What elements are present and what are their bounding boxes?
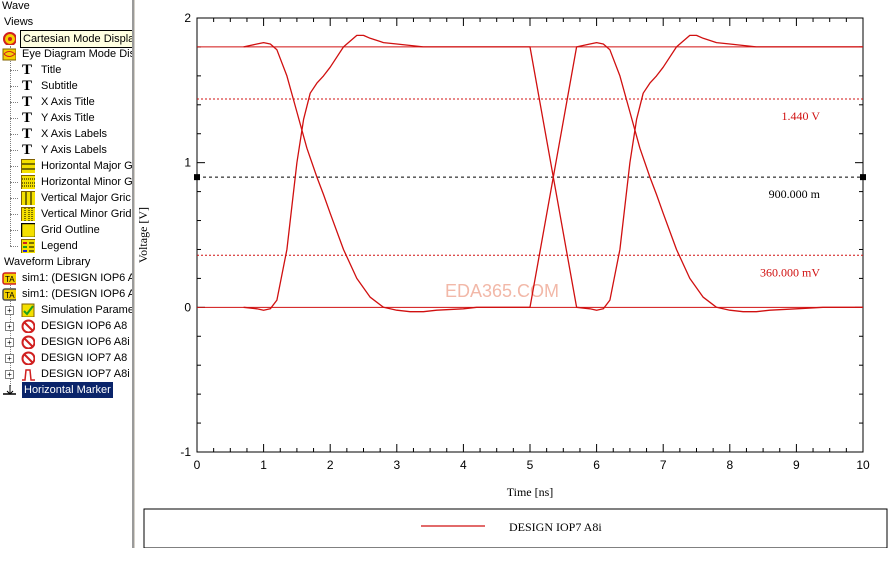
x-tick-label: 10 <box>856 458 870 472</box>
tree-item-label: Vertical Minor Grid <box>41 208 132 220</box>
tree-item-label: Y Axis Title <box>41 112 95 124</box>
tree-item-label: Horizontal Marker <box>22 382 113 398</box>
tree-item-label: DESIGN IOP6 A8i <box>41 336 130 348</box>
x-tick-label: 6 <box>593 458 600 472</box>
eye-diagram-icon <box>2 48 16 61</box>
text-icon: T <box>22 142 33 158</box>
tree-item-label: Subtitle <box>41 80 78 92</box>
expand-icon[interactable]: + <box>5 338 14 347</box>
tree-connector <box>10 276 11 386</box>
tree-item-label: Vertical Major Gric <box>41 192 131 204</box>
marker-value-label: 900.000 m <box>769 187 821 201</box>
simulation-icon: TA <box>2 272 16 285</box>
y-tick-label: -1 <box>180 445 191 459</box>
expand-icon[interactable]: + <box>5 322 14 331</box>
tree-item-label: DESIGN IOP7 A8 <box>41 352 128 364</box>
text-icon: T <box>22 78 33 94</box>
grid-icon <box>21 175 35 189</box>
expand-icon[interactable]: + <box>5 354 14 363</box>
x-tick-label: 1 <box>260 458 267 472</box>
horizontal-markers[interactable]: 1.440 V 900.000 m 360.000 mV <box>194 98 866 279</box>
tree-item-label: DESIGN IOP6 A8 <box>41 320 128 332</box>
simulation-icon: TA <box>2 288 16 301</box>
y-axis-title: Voltage [V] <box>136 207 150 263</box>
grid-icon <box>21 207 35 221</box>
x-tick-label: 8 <box>726 458 733 472</box>
hidden-waveform-icon <box>21 335 35 349</box>
legend-series-label: DESIGN IOP7 A8i <box>509 520 602 534</box>
tree-item-label: Grid Outline <box>41 224 100 236</box>
tree-item-label: X Axis Title <box>41 96 95 108</box>
tree-panel[interactable]: Wave Views Cartesian Mode Display Eye Di… <box>0 0 132 548</box>
series-line[interactable] <box>243 34 863 311</box>
parameters-icon <box>21 303 35 317</box>
expand-icon[interactable]: + <box>5 306 14 315</box>
text-icon: T <box>22 110 33 126</box>
y-tick-label: 0 <box>184 300 191 314</box>
hidden-waveform-icon <box>21 351 35 365</box>
grid-icon <box>21 191 35 205</box>
grid-outline-icon <box>21 223 35 237</box>
tree-views-label: Views <box>4 16 34 28</box>
x-tick-label: 7 <box>660 458 667 472</box>
tree-library-label: Waveform Library <box>4 256 91 268</box>
tree-root-label: Wave <box>2 0 30 12</box>
expand-icon[interactable]: + <box>5 370 14 379</box>
hidden-waveform-icon <box>21 319 35 333</box>
panel-splitter-highlight <box>134 0 135 548</box>
tree-item-label: Cartesian Mode Display <box>20 30 132 48</box>
tree-item-label: DESIGN IOP7 A8i <box>41 368 130 380</box>
series-line[interactable] <box>243 41 863 313</box>
text-icon: T <box>22 62 33 78</box>
tree-connector <box>10 46 11 246</box>
tree-item-label: Y Axis Labels <box>41 144 107 156</box>
tree-item-label: sim1: (DESIGN IOP6 A <box>22 288 132 300</box>
plot-area[interactable]: 0 1 2 3 4 5 6 7 8 9 10 2 1 0 -1 1.440 V 900.000 m 360.00… <box>135 0 888 549</box>
plot-frame <box>196 17 864 453</box>
tree-item-label: sim1: (DESIGN IOP6 A <box>22 272 132 284</box>
marker-handle-right[interactable] <box>860 174 866 181</box>
tree-item-label: Simulation Parame <box>41 304 132 316</box>
tree-item-label: Title <box>41 64 62 76</box>
x-axis-title: Time [ns] <box>507 485 554 499</box>
cartesian-icon <box>3 32 16 45</box>
y-tick-label: 2 <box>184 11 191 25</box>
svg-text:TA: TA <box>5 275 15 284</box>
horizontal-marker-icon <box>3 385 16 395</box>
x-tick-label: 5 <box>527 458 534 472</box>
marker-value-label: 360.000 mV <box>760 265 820 279</box>
waveform-traces[interactable] <box>197 34 863 313</box>
tree-item-label: Legend <box>41 240 78 252</box>
tree-item-label: Horizontal Minor G <box>41 176 132 188</box>
marker-handle-left[interactable] <box>194 174 200 181</box>
x-tick-label: 2 <box>327 458 334 472</box>
x-tick-label: 9 <box>793 458 800 472</box>
tree-item-label: Horizontal Major G <box>41 160 132 172</box>
waveform-icon <box>22 369 35 381</box>
legend-icon <box>21 239 35 253</box>
tree-item-label: X Axis Labels <box>41 128 108 140</box>
watermark-text: EDA365.COM <box>445 281 559 301</box>
legend-box[interactable] <box>143 508 888 549</box>
y-tick-label: 1 <box>184 156 191 170</box>
text-icon: T <box>22 126 33 142</box>
svg-text:TA: TA <box>5 291 15 300</box>
panel-splitter[interactable] <box>132 0 134 548</box>
tree-item-label: Eye Diagram Mode Dis <box>22 48 132 60</box>
marker-value-label: 1.440 V <box>782 109 821 123</box>
bottom-strip <box>0 548 888 580</box>
text-icon: T <box>22 94 33 110</box>
grid-icon <box>21 159 35 173</box>
x-tick-label: 4 <box>460 458 467 472</box>
x-tick-label: 0 <box>194 458 201 472</box>
x-tick-label: 3 <box>393 458 400 472</box>
